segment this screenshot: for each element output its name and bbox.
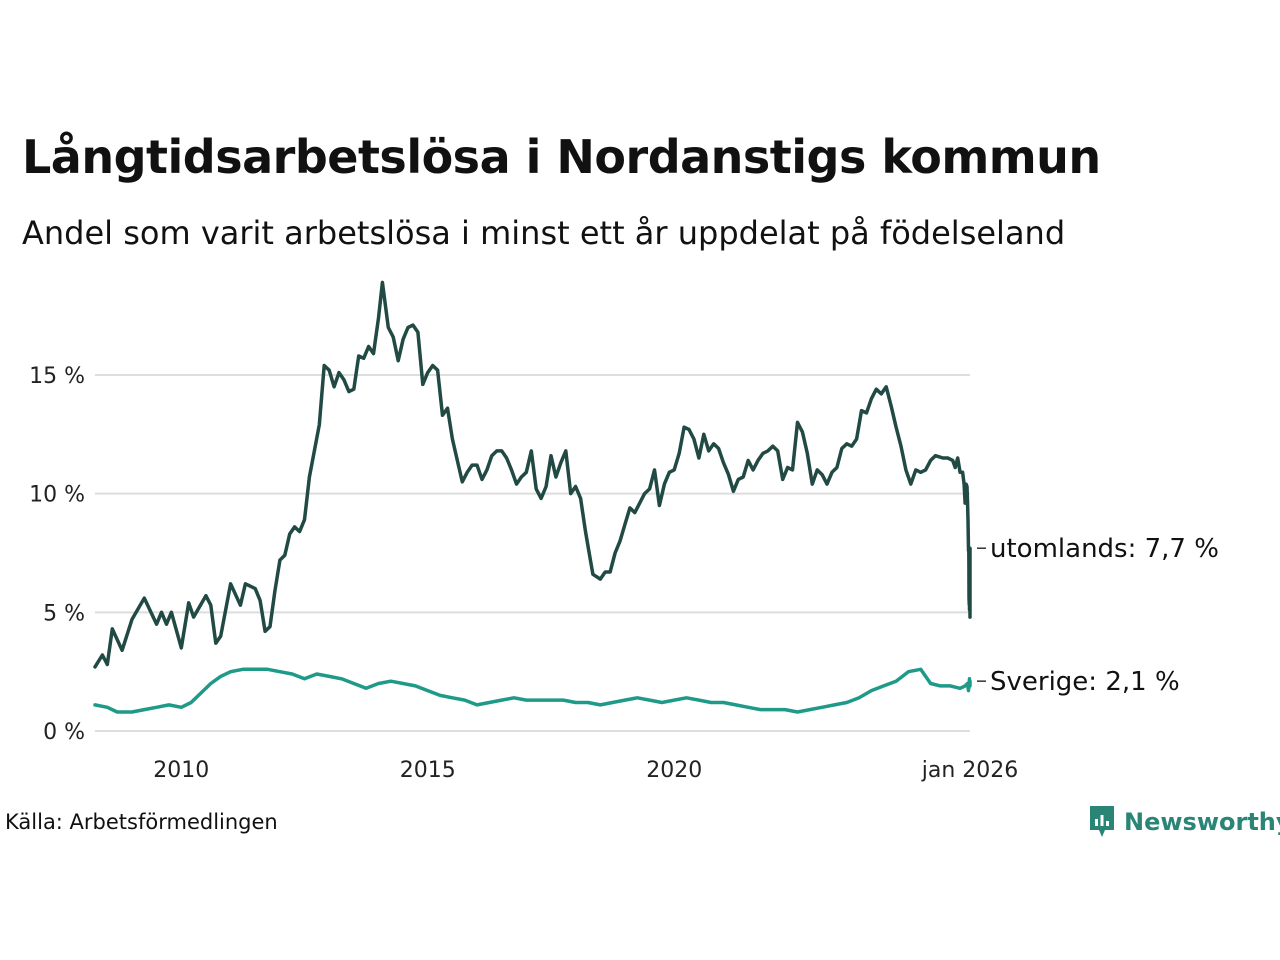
y-tick-label: 15 %	[29, 364, 85, 389]
x-tick-label: 2010	[153, 758, 209, 783]
x-tick-label: 2015	[400, 758, 456, 783]
chart-subtitle: Andel som varit arbetslösa i minst ett å…	[22, 214, 1066, 252]
chart-title: Långtidsarbetslösa i Nordanstigs kommun	[22, 130, 1101, 184]
series-line-utomlands	[93, 280, 972, 669]
y-tick-label: 5 %	[43, 601, 85, 626]
end-label-sverige: Sverige: 2,1 %	[990, 667, 1180, 697]
y-tick-label: 10 %	[29, 483, 85, 508]
x-tick-label: jan 2026	[921, 758, 1019, 783]
brand-logo: Newsworthy	[1088, 804, 1280, 840]
x-tick-label: 2020	[646, 758, 702, 783]
y-tick-label: 0 %	[43, 720, 85, 745]
source-note: Källa: Arbetsförmedlingen	[5, 810, 278, 834]
brand-name: Newsworthy	[1124, 808, 1280, 836]
end-label-utomlands: utomlands: 7,7 %	[990, 534, 1219, 564]
series-line-sverige	[93, 667, 972, 714]
newsworthy-logo-icon	[1090, 806, 1114, 837]
